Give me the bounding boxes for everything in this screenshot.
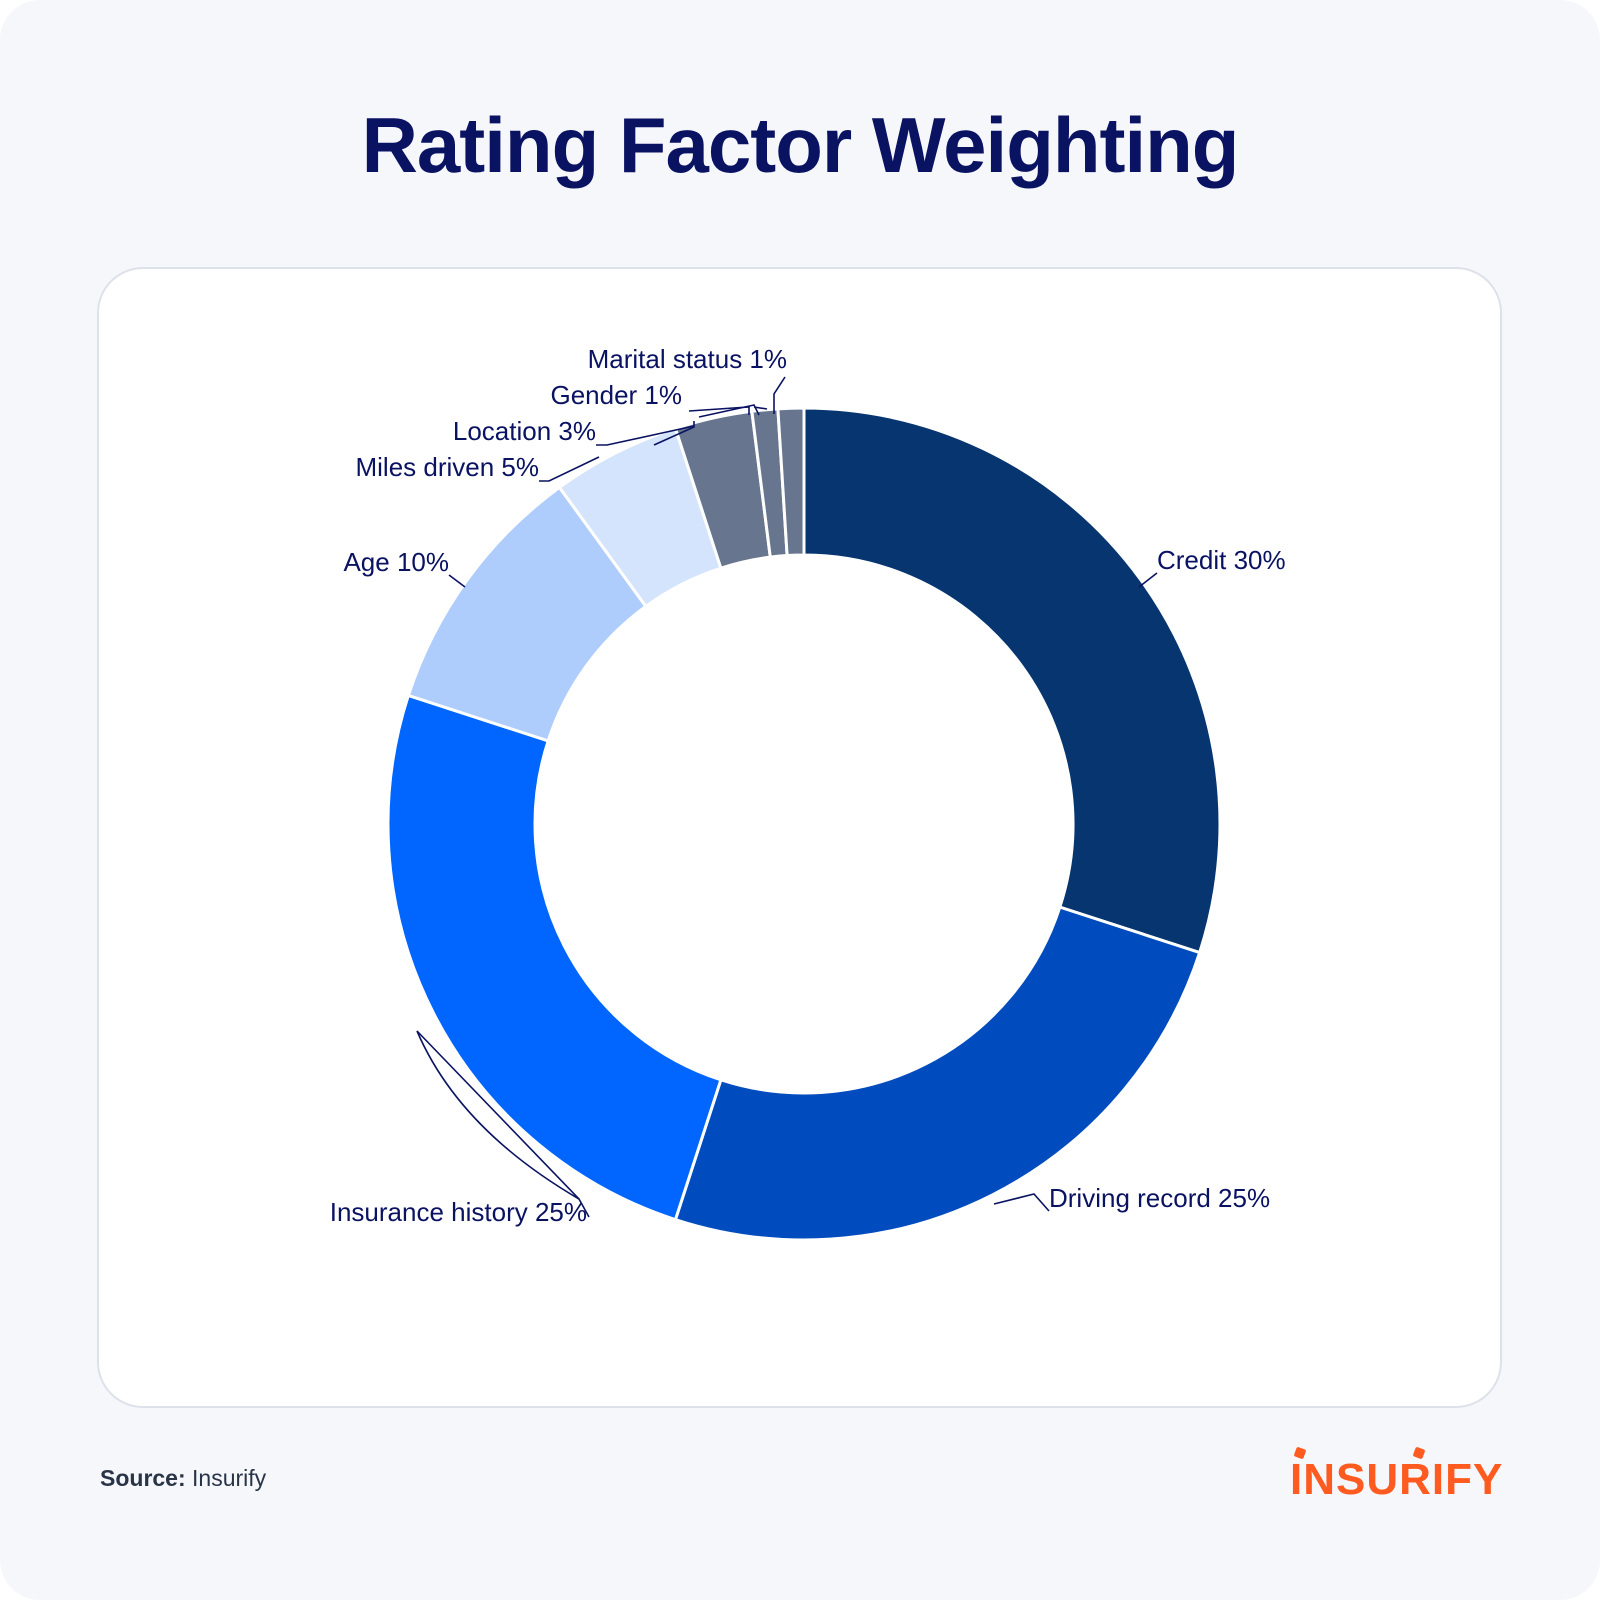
leader-line: [596, 425, 695, 446]
chart-title: Rating Factor Weighting: [361, 101, 1240, 189]
logo-text: INSURIFY: [1290, 1455, 1504, 1504]
slice-label: Location 3%: [453, 416, 596, 446]
donut-slice: [386, 693, 723, 1222]
leader-line: [773, 376, 786, 414]
leader-line: [993, 1193, 1050, 1212]
slice-label: Miles driven 5%: [355, 452, 539, 482]
slice-label: Driving record 25%: [1049, 1183, 1270, 1213]
donut-chart: Credit 30% Driving record 25% Insurance hi…: [330, 344, 1286, 1242]
source-label: Source:: [100, 1465, 186, 1491]
donut-slice: [673, 905, 1202, 1242]
leader-line: [539, 456, 600, 482]
leader-bracket: [753, 406, 768, 410]
leader-bracket: [698, 404, 760, 418]
leader-line: [1138, 572, 1158, 588]
leader-bracket: [653, 421, 695, 446]
slice-label: Gender 1%: [550, 380, 682, 410]
slice-label: Credit 30%: [1157, 545, 1286, 575]
insurify-logo: INSURIFY: [1290, 1446, 1505, 1510]
leader-line: [688, 406, 750, 415]
slice-label: Marital status 1%: [588, 344, 787, 374]
donut-slice: [802, 406, 1222, 955]
slice-label: Age 10%: [343, 547, 449, 577]
source-note: Source: Insurify: [100, 1465, 266, 1492]
chart-card: Credit 30% Driving record 25% Insurance hi…: [97, 267, 1502, 1408]
donut-slice: [776, 406, 806, 558]
leader-line: [448, 574, 466, 588]
leader-line: [416, 1030, 590, 1218]
slice-label: Insurance history 25%: [330, 1197, 587, 1227]
leader-bracket: [416, 1030, 580, 1200]
source-value: Insurify: [192, 1465, 267, 1491]
